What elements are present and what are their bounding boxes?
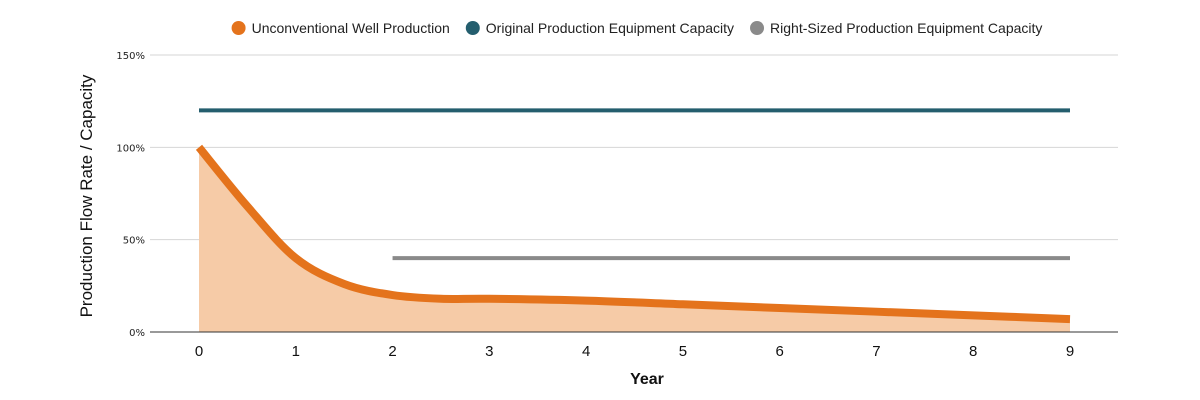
- legend: Unconventional Well Production Original P…: [231, 20, 1042, 36]
- series-lines: [195, 108, 1071, 324]
- x-tick-label: 7: [872, 343, 880, 360]
- y-tick-label: 0%: [129, 328, 145, 339]
- legend-marker-unconventional-well-production: [231, 21, 246, 35]
- x-tick-label: 1: [292, 343, 300, 360]
- y-axis-title: Production Flow Rate / Capacity: [77, 74, 96, 317]
- x-axis-title: Year: [630, 371, 664, 388]
- axes: 0% 50% 100% 150% 0 1 2 3 4 5 6 7 8 9: [116, 51, 1118, 360]
- x-tick-label: 2: [388, 343, 396, 360]
- x-tick-label: 6: [775, 343, 783, 360]
- area-fills: [199, 147, 1070, 332]
- x-tick-label: 4: [582, 343, 590, 360]
- y-tick-label: 100%: [116, 143, 145, 154]
- x-tick-label: 5: [679, 343, 687, 360]
- legend-label-right-sized-production-equipment-capacity: Right-Sized Production Equipment Capacit…: [770, 20, 1042, 36]
- x-tick-label: 9: [1066, 343, 1074, 360]
- legend-marker-original-production-equipment-capacity: [465, 21, 480, 35]
- x-tick-label: 3: [485, 343, 493, 360]
- x-tick-label: 8: [969, 343, 977, 360]
- gridlines: [150, 54, 1118, 241]
- y-tick-label: 50%: [123, 236, 145, 247]
- y-tick-label: 150%: [116, 51, 145, 62]
- x-tick-label: 0: [195, 343, 203, 360]
- area-unconventional-well-production: [199, 147, 1070, 332]
- legend-marker-right-sized-production-equipment-capacity: [750, 21, 765, 35]
- series-line-unconventional-well-production: [195, 144, 1071, 324]
- legend-label-original-production-equipment-capacity: Original Production Equipment Capacity: [486, 20, 734, 36]
- legend-label-unconventional-well-production: Unconventional Well Production: [252, 20, 450, 36]
